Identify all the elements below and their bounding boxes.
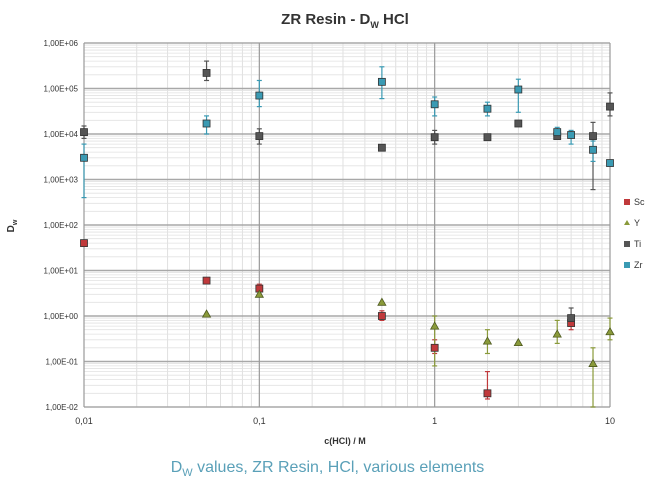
data-point-ti	[567, 314, 576, 322]
data-point-ti	[606, 102, 614, 111]
figure-caption: DW values, ZR Resin, HCl, various elemen…	[0, 459, 655, 479]
y-tick-label: 1,00E+06	[44, 39, 79, 48]
legend: Sc Y Ti Zr	[624, 197, 645, 270]
data-point-sc	[377, 312, 386, 320]
data-point-sc	[202, 276, 211, 285]
data-points	[80, 69, 615, 398]
y-tick-label: 1,00E+01	[44, 267, 79, 276]
data-point-zr	[514, 85, 523, 94]
y-tick-label: 1,00E-02	[46, 403, 79, 412]
legend-marker-sc	[624, 199, 630, 205]
data-point-y	[588, 358, 598, 367]
y-axis-tick-labels: 1,00E-02 1,00E-01 1,00E+00 1,00E+01 1,00E+02…	[44, 39, 79, 412]
y-tick-label: 1,00E+00	[44, 312, 79, 321]
major-gridlines	[83, 42, 611, 408]
data-point-zr	[483, 104, 492, 113]
chart-title: ZR Resin - DW HCl	[281, 11, 409, 30]
x-tick-label: 0,1	[253, 416, 266, 426]
chart-container: ZR Resin - DW HCl 1,00E-02 1,00E-01 1,00E+…	[6, 11, 645, 446]
legend-marker-ti	[624, 241, 630, 247]
x-tick-label: 1	[432, 416, 437, 426]
legend-label-zr: Zr	[634, 260, 643, 270]
data-point-zr	[567, 131, 576, 139]
y-tick-label: 1,00E+03	[44, 176, 79, 185]
x-axis-tick-labels: 0,01 0,1 1 10	[75, 416, 615, 426]
y-axis-label-main: D	[6, 225, 17, 232]
legend-label-ti: Ti	[634, 239, 641, 249]
legend-label-sc: Sc	[634, 197, 645, 207]
data-point-zr	[80, 153, 88, 162]
data-point-zr	[553, 128, 562, 137]
scatter-chart: ZR Resin - DW HCl 1,00E-02 1,00E-01 1,00E+…	[6, 11, 645, 446]
y-tick-label: 1,00E+04	[44, 130, 79, 139]
legend-label-y: Y	[634, 218, 640, 228]
x-axis-label: c(HCl) / M	[324, 436, 366, 446]
x-tick-label: 10	[605, 416, 615, 426]
data-point-ti	[589, 132, 597, 140]
caption-subscript: W	[182, 467, 193, 480]
data-point-y	[377, 297, 387, 306]
chart-title-suffix: HCl	[379, 11, 409, 28]
caption-text: values, ZR Resin, HCl, various elements	[192, 459, 485, 476]
y-axis-label-sub: w	[12, 219, 19, 226]
data-point-zr	[430, 100, 439, 109]
error-bars	[81, 60, 613, 408]
data-point-ti	[202, 69, 211, 77]
data-point-zr	[377, 77, 386, 86]
data-point-sc	[430, 343, 439, 352]
chart-title-sub: W	[370, 20, 379, 30]
data-point-zr	[255, 91, 264, 100]
y-tick-label: 1,00E-01	[46, 358, 79, 367]
chart-title-main: ZR Resin - D	[281, 11, 370, 28]
data-point-y	[254, 289, 265, 298]
legend-marker-zr	[624, 262, 630, 268]
data-point-y	[605, 326, 615, 336]
data-point-zr	[202, 119, 211, 128]
y-axis-label: Dw	[6, 219, 19, 232]
data-point-ti	[255, 132, 264, 140]
data-point-ti	[514, 119, 523, 128]
data-point-y	[482, 336, 493, 345]
data-point-ti	[80, 128, 88, 137]
data-point-sc	[80, 239, 88, 248]
y-tick-label: 1,00E+05	[44, 85, 79, 94]
data-point-y	[201, 309, 212, 318]
data-point-zr	[589, 145, 597, 154]
svg-text:ZR Resin - DW HCl: ZR Resin - DW HCl	[281, 11, 409, 30]
data-point-ti	[483, 133, 492, 142]
data-point-ti	[377, 143, 386, 152]
data-point-zr	[606, 159, 614, 167]
data-point-y	[429, 321, 440, 330]
data-point-sc	[483, 389, 492, 398]
data-point-y	[552, 329, 562, 338]
svg-text:Dw: Dw	[6, 219, 19, 232]
y-tick-label: 1,00E+02	[44, 221, 79, 230]
caption-prefix: D	[170, 459, 183, 476]
legend-marker-y	[624, 220, 630, 225]
data-point-y	[513, 337, 524, 347]
x-tick-label: 0,01	[75, 416, 93, 426]
data-point-ti	[430, 133, 439, 142]
